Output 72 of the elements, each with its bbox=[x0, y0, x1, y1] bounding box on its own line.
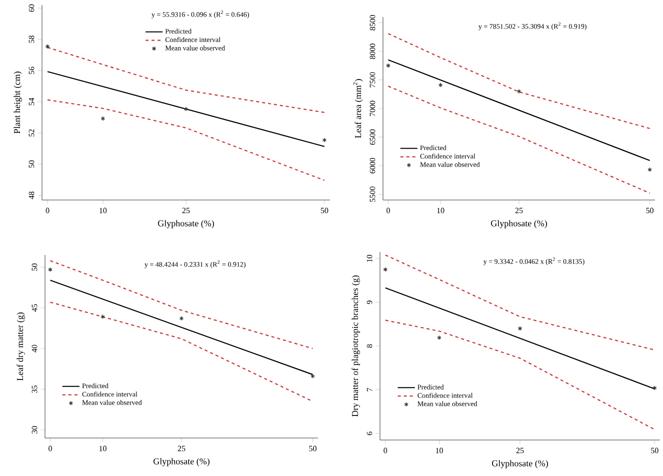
x-tick-label: 25 bbox=[515, 208, 523, 214]
y-tick-label: 52 bbox=[28, 129, 34, 136]
point bbox=[184, 106, 188, 112]
y-axis-title: Dry matter of plagiotropic branches (g) bbox=[352, 276, 360, 417]
x-tick-label: 50 bbox=[309, 446, 316, 452]
y-tick-label: 5500 bbox=[370, 186, 376, 202]
y-tick-label: 54 bbox=[28, 98, 34, 106]
y-axis-title: Plant height (cm) bbox=[14, 72, 22, 134]
y-tick-label: 6000 bbox=[370, 158, 376, 174]
point bbox=[45, 44, 50, 49]
x-tick-label: 50 bbox=[651, 448, 658, 454]
x-tick-label: 50 bbox=[320, 208, 328, 214]
line-series bbox=[46, 46, 326, 114]
x-tick-label: 50 bbox=[646, 208, 654, 214]
point bbox=[518, 326, 522, 331]
line-series bbox=[384, 320, 656, 430]
line-series bbox=[46, 99, 326, 181]
point bbox=[322, 138, 327, 142]
point bbox=[179, 316, 184, 321]
point bbox=[648, 167, 652, 172]
y-tick-label: 30 bbox=[32, 426, 38, 434]
y-tick-label: 8000 bbox=[370, 44, 376, 60]
x-axis-title: Glyphosate (%) bbox=[492, 460, 548, 468]
x-tick-label: 10 bbox=[437, 208, 444, 214]
y-axis-title: Leaf area (mm$^{2}$) bbox=[353, 79, 363, 138]
line-series bbox=[388, 86, 650, 194]
y-tick-label: 10 bbox=[366, 254, 372, 262]
y-tick-label: 35 bbox=[32, 386, 38, 393]
y-tick-label: 6500 bbox=[370, 129, 376, 145]
y-tick-label: 8500 bbox=[370, 15, 376, 30]
point bbox=[386, 63, 390, 68]
x-axis-title: Glyphosate (%) bbox=[491, 220, 547, 228]
x-tick-label: 0 bbox=[384, 448, 388, 454]
y-tick-label: 7500 bbox=[370, 72, 376, 88]
x-axis-title: Glyphosate (%) bbox=[158, 220, 214, 228]
x-tick-label: 10 bbox=[99, 446, 106, 452]
point bbox=[437, 335, 442, 340]
y-axis-title: Leaf dry matter (g) bbox=[16, 312, 25, 381]
point bbox=[310, 374, 315, 379]
x-tick-label: 0 bbox=[48, 446, 52, 452]
y-tick-label: 45 bbox=[32, 304, 38, 312]
y-tick-label: 58 bbox=[28, 36, 34, 43]
line-series bbox=[388, 33, 650, 130]
point bbox=[48, 267, 52, 272]
x-tick-label: 0 bbox=[386, 208, 390, 214]
y-tick-label: 9 bbox=[366, 300, 372, 304]
point bbox=[100, 116, 106, 121]
y-tick-label: 50 bbox=[28, 160, 34, 168]
y-tick-label: 56 bbox=[28, 66, 34, 74]
x-tick-label: 10 bbox=[100, 208, 107, 214]
point bbox=[383, 267, 388, 272]
x-tick-label: 10 bbox=[436, 448, 443, 454]
y-tick-label: 7 bbox=[366, 388, 372, 392]
line-series bbox=[384, 254, 656, 350]
y-tick-label: 48 bbox=[28, 192, 34, 200]
line-series bbox=[50, 260, 314, 350]
y-tick-label: 50 bbox=[32, 263, 38, 271]
point bbox=[516, 88, 522, 94]
x-axis-title: Glyphosate (%) bbox=[154, 458, 210, 466]
line-series bbox=[50, 302, 314, 402]
point bbox=[438, 82, 443, 88]
y-tick-label: 8 bbox=[366, 344, 372, 348]
y-tick-label: 7000 bbox=[370, 100, 376, 116]
x-tick-label: 25 bbox=[516, 448, 524, 454]
point bbox=[652, 386, 657, 390]
x-tick-label: 25 bbox=[182, 208, 190, 214]
x-tick-label: 25 bbox=[178, 446, 186, 452]
y-tick-label: 40 bbox=[32, 344, 38, 352]
x-tick-label: 0 bbox=[46, 208, 50, 214]
y-tick-label: 60 bbox=[28, 4, 34, 12]
y-tick-label: 6 bbox=[366, 432, 372, 436]
point bbox=[100, 314, 105, 320]
